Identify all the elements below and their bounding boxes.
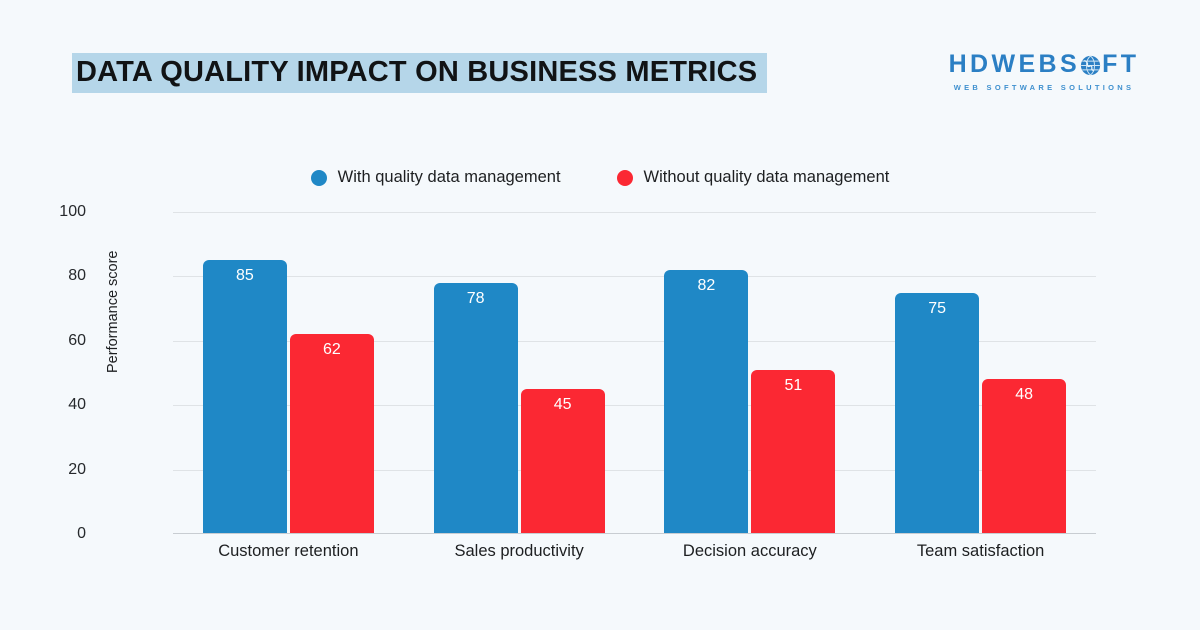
logo-text-after-globe: FT [1102,50,1140,78]
x-axis-tick-label: Customer retention [218,542,359,560]
brand-logo: HDWEBS FT WEB SOFTWARE SOLUTIONS [946,52,1142,93]
bar-group: 82 51 [635,212,866,534]
page-title: DATA QUALITY IMPACT ON BUSINESS METRICS [72,53,768,94]
bar-value-label: 75 [928,299,947,317]
gridline [173,405,1096,407]
bar-value-label: 85 [235,267,254,285]
legend-swatch-icon [616,169,633,186]
bar-value-label: 82 [697,276,716,294]
gridline [173,469,1096,471]
bar[interactable]: 75 [895,292,980,534]
bar[interactable]: 82 [664,269,749,534]
page-header: DATA QUALITY IMPACT ON BUSINESS METRICS … [0,0,1200,120]
legend-item-with-quality[interactable]: With quality data management [310,168,561,187]
chart-legend: With quality data management Without qua… [0,168,1200,187]
legend-item-without-quality[interactable]: Without quality data management [616,168,890,187]
y-axis-tick-label: 80 [68,267,86,285]
x-axis-tick-label: Sales productivity [454,542,584,560]
plot-area: 85 62 78 45 82 51 75 48 [173,212,1096,534]
bar-group: 75 48 [865,212,1096,534]
logo-tagline: WEB SOFTWARE SOLUTIONS [953,83,1135,92]
bar-group: 78 45 [404,212,635,534]
gridline [173,340,1096,342]
legend-label: With quality data management [337,168,561,186]
bar[interactable]: 48 [982,379,1067,534]
y-axis-tick-label: 40 [68,396,86,414]
bar-group: 85 62 [173,212,404,534]
logo-wordmark: HDWEBS FT [946,52,1142,77]
bar[interactable]: 45 [520,389,605,534]
x-axis-tick-label: Team satisfaction [916,542,1045,560]
globe-icon [1080,55,1101,76]
bar-value-label: 48 [1015,386,1034,404]
x-axis-tick-label: Decision accuracy [682,542,817,560]
bar-value-label: 78 [466,289,485,307]
y-axis-tick-label: 20 [68,460,86,478]
logo-text-before-globe: HDWEBS [948,50,1081,78]
x-axis-line [173,533,1096,534]
y-axis-tick-label: 0 [77,525,86,542]
legend-label: Without quality data management [643,168,890,186]
y-axis-tick-label: 100 [59,203,86,220]
legend-swatch-icon [310,169,327,186]
y-axis-title: Performance score [105,250,121,374]
bar[interactable]: 78 [433,282,518,534]
bar-value-label: 51 [784,376,803,394]
bar-value-label: 62 [322,341,341,359]
bar[interactable]: 62 [289,334,374,534]
y-axis-tick-label: 60 [68,331,86,349]
gridline [173,212,1096,213]
bar[interactable]: 51 [751,369,836,534]
bar[interactable]: 85 [202,260,287,534]
bar-value-label: 45 [553,396,572,414]
gridline [173,276,1096,278]
